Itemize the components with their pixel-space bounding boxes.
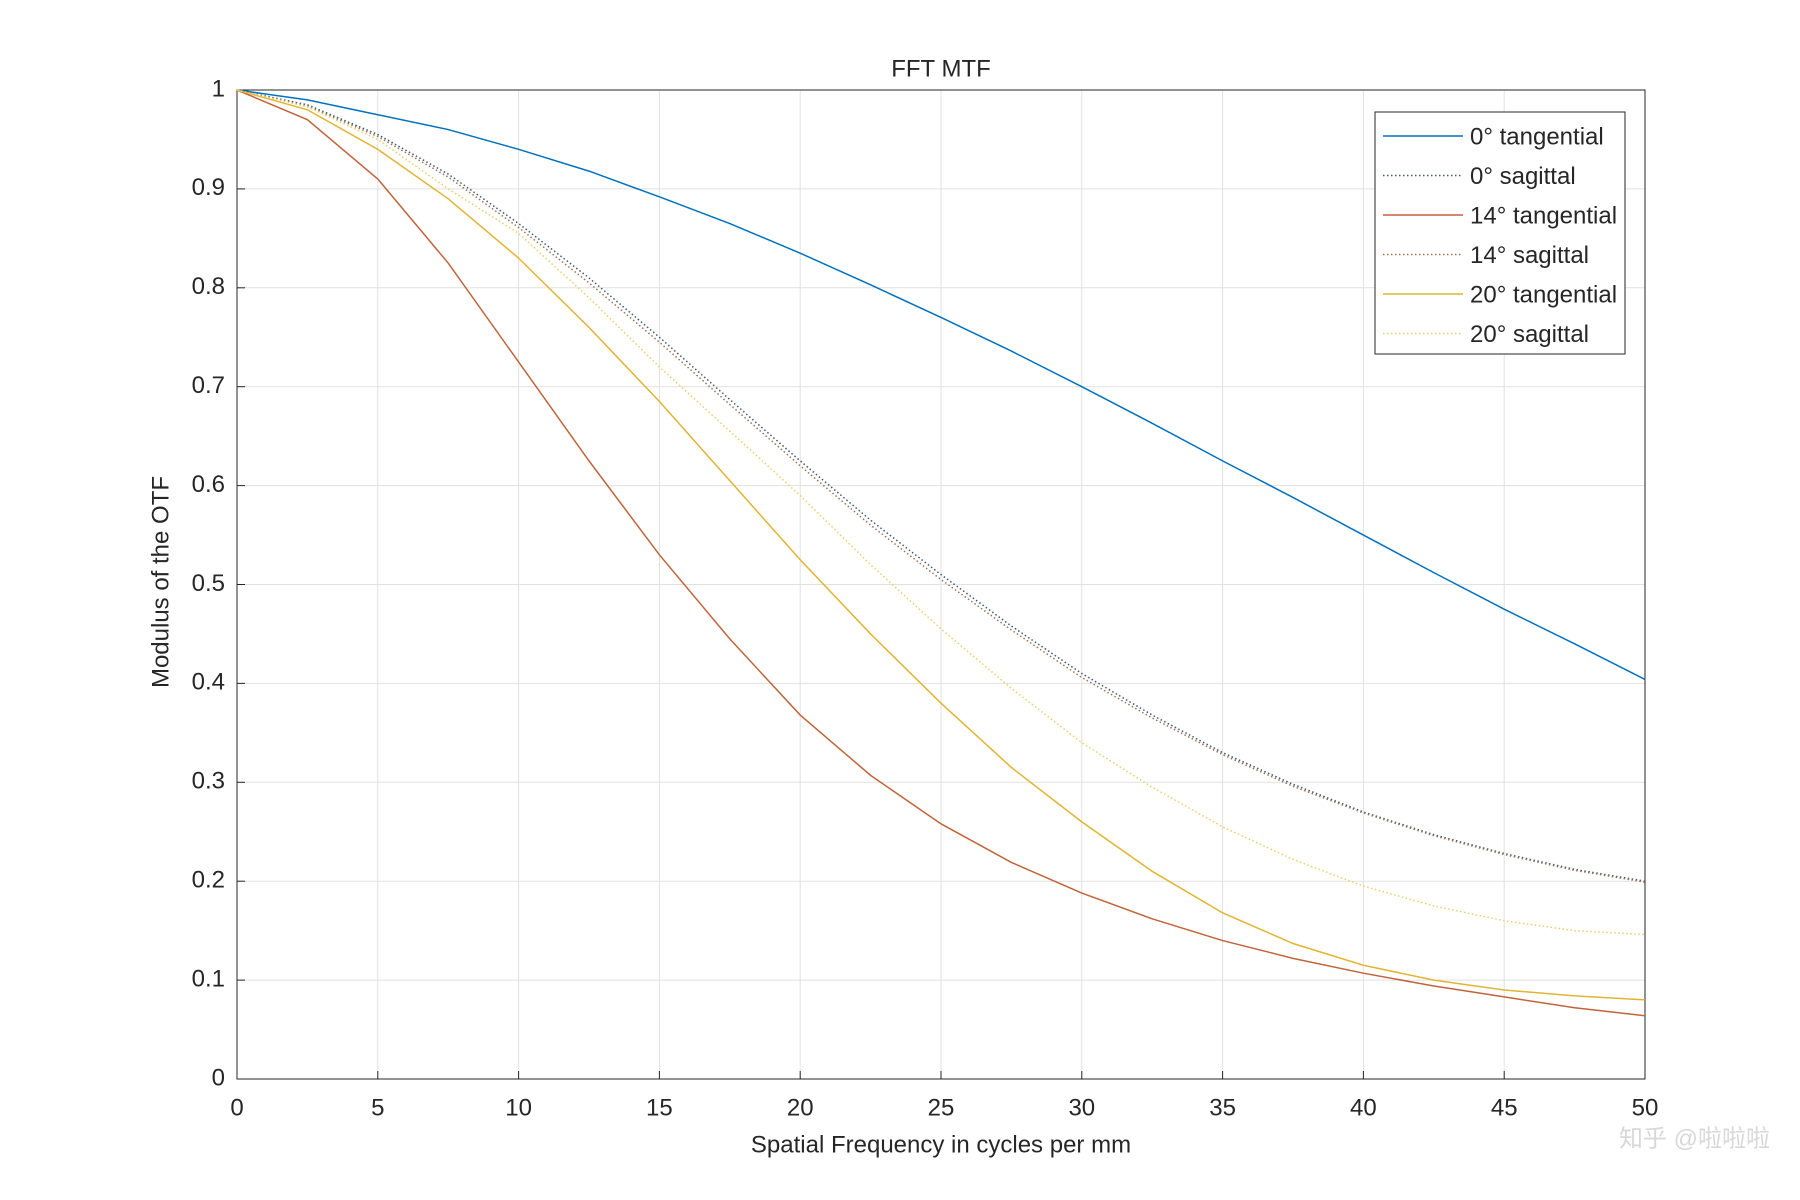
x-tick-label: 30 — [1068, 1094, 1095, 1121]
x-tick-label: 45 — [1491, 1094, 1518, 1121]
series-line — [236, 89, 1646, 1001]
series-line — [236, 89, 1646, 882]
legend-label: 0° sagittal — [1470, 163, 1576, 190]
legend-label: 0° tangential — [1470, 123, 1604, 150]
legend-box — [1374, 111, 1626, 355]
y-tick-label: 0.7 — [192, 372, 225, 399]
x-tick-label: 5 — [371, 1094, 384, 1121]
plot-frame — [236, 89, 1646, 1080]
legend-label: 14° sagittal — [1470, 242, 1589, 269]
x-tick-label: 10 — [505, 1094, 532, 1121]
x-axis-label: Spatial Frequency in cycles per mm — [751, 1131, 1131, 1158]
series-line — [236, 89, 1646, 936]
series-line — [236, 89, 1646, 1017]
y-tick-label: 0.9 — [192, 174, 225, 201]
legend-label: 14° tangential — [1470, 202, 1617, 229]
y-tick-label: 0.1 — [192, 965, 225, 992]
x-tick-label: 25 — [928, 1094, 955, 1121]
series-line — [236, 89, 1646, 883]
x-tick-label: 15 — [646, 1094, 673, 1121]
x-tick-label: 40 — [1350, 1094, 1377, 1121]
x-tick-label: 50 — [1632, 1094, 1659, 1121]
series-line — [236, 89, 1646, 681]
y-tick-label: 0.3 — [192, 768, 225, 795]
x-tick-label: 35 — [1209, 1094, 1236, 1121]
y-axis-label: Modulus of the OTF — [147, 476, 174, 688]
chart-title: FFT MTF — [891, 55, 991, 82]
y-tick-label: 0.5 — [192, 570, 225, 597]
watermark: 知乎 @啦啦啦 — [1619, 1125, 1770, 1152]
x-tick-label: 0 — [230, 1094, 243, 1121]
legend-label: 20° tangential — [1470, 281, 1617, 308]
legend-label: 20° sagittal — [1470, 321, 1589, 348]
y-tick-label: 0.8 — [192, 273, 225, 300]
x-tick-label: 20 — [787, 1094, 814, 1121]
y-tick-label: 0.2 — [192, 867, 225, 894]
y-tick-label: 1 — [212, 75, 225, 102]
y-tick-label: 0 — [212, 1064, 225, 1091]
y-tick-label: 0.4 — [192, 669, 225, 696]
y-tick-label: 0.6 — [192, 471, 225, 498]
